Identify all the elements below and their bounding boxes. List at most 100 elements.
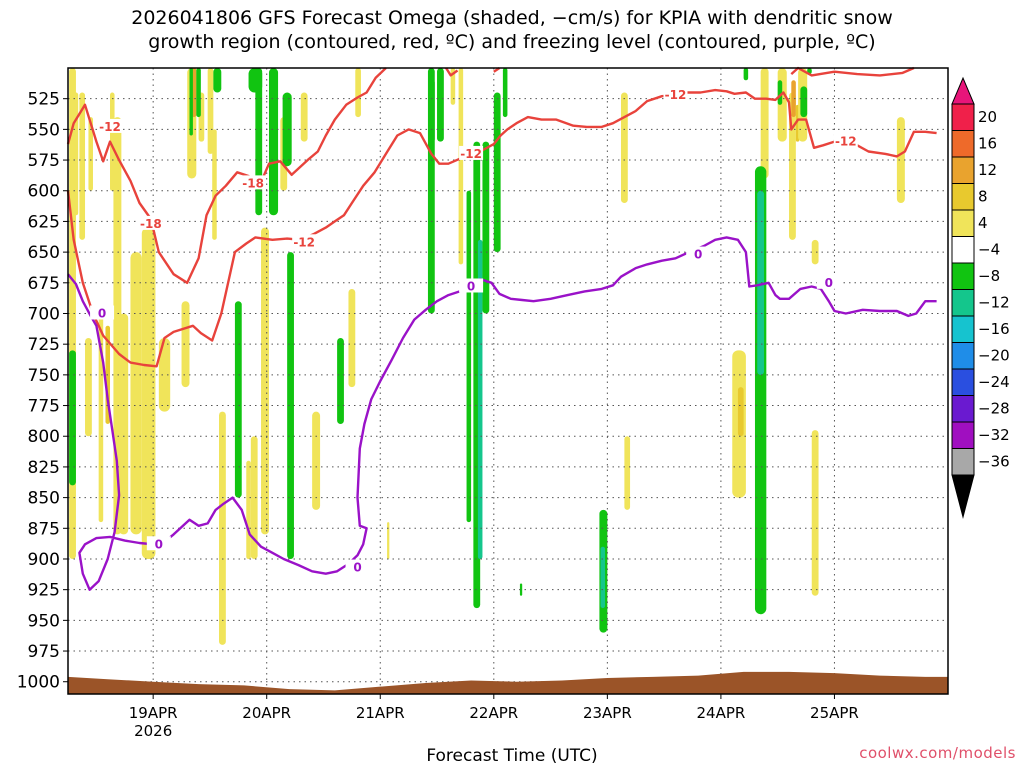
omega-cell-27: [348, 288, 356, 388]
y-tick-label-975: 975: [28, 642, 60, 662]
omega-cell-53: [282, 92, 292, 167]
red-label-bg-3: [292, 234, 317, 249]
omega-cell-2: [79, 92, 86, 240]
colorbar-swatch-13: [951, 448, 975, 476]
colorbar-label-10: −24: [978, 373, 1010, 391]
omega-cell-43: [811, 430, 819, 596]
omega-cell-28: [355, 68, 361, 118]
y-tick-label-675: 675: [28, 274, 60, 294]
purple-contour-0: [67, 236, 937, 591]
omega-cell-49: [234, 301, 242, 498]
colorbar-swatch-4: [951, 209, 975, 237]
omega-cell-54: [287, 252, 294, 559]
red-contour-4: [790, 66, 915, 77]
colorbar-swatch-5: [951, 236, 975, 264]
purple-label-5: 0: [825, 276, 833, 290]
colorbar-bottom-arrow: [951, 474, 975, 519]
x-tick-label-20APR: 20APR: [242, 704, 291, 722]
omega-cell-22: [261, 227, 269, 535]
omega-cell-65: [519, 583, 523, 596]
omega-cell-44: [896, 117, 905, 204]
x-tick-sublabel-19APR: 2026: [134, 722, 172, 740]
omega-cell-67: [600, 546, 606, 609]
y-tick-label-725: 725: [28, 335, 60, 355]
colorbar-label-3: 8: [978, 188, 988, 206]
omega-cell-42: [811, 239, 819, 265]
contour-lines: [66, 66, 937, 591]
terrain-fill: [68, 671, 948, 694]
x-tick-label-22APR: 22APR: [469, 704, 518, 722]
x-tick-label-23APR: 23APR: [583, 704, 632, 722]
colorbar-top-arrow: [951, 76, 975, 105]
terrain-area: [68, 671, 948, 694]
purple-label-bg-2: [345, 559, 370, 574]
x-tick-label-21APR: 21APR: [356, 704, 405, 722]
omega-cell-12: [158, 338, 171, 412]
omega-cell-18: [212, 129, 217, 240]
red-label-2: -18: [242, 176, 264, 190]
colorbar: 20 16 12 8 4 −4 −8 −12 −16 −20 −24 −28 −32 −36: [951, 76, 1010, 519]
purple-label-3: 0: [467, 279, 475, 293]
y-axis: 525 550 575 600 625 650 675 700 725 750 775 800 825 8…: [17, 90, 68, 693]
y-tick-label-950: 950: [28, 611, 60, 631]
colorbar-label-2: 12: [978, 161, 997, 179]
grid-lines: [68, 68, 948, 694]
x-axis-label: Forecast Time (UTC): [426, 746, 598, 766]
colorbar-label-6: −8: [978, 267, 1000, 285]
omega-cell-25: [300, 92, 308, 142]
colorbar-swatch-12: [951, 421, 975, 449]
red-label-bg-6: [833, 133, 858, 148]
omega-cell-3: [88, 117, 93, 191]
omega-cell-1: [73, 92, 79, 216]
red-contour-3: [445, 67, 459, 77]
omega-cell-70: [757, 190, 765, 375]
omega-cell-64: [502, 68, 508, 118]
omega-cell-20: [246, 460, 251, 559]
contour-labels: -12 -18 -18 -12 -12 -12 -12 0 0 0 0 0 0: [90, 87, 858, 575]
purple-label-bg-3: [459, 278, 484, 293]
title-line-1: 2026041806 GFS Forecast Omega (shaded, −…: [131, 7, 893, 29]
omega-cell-33: [624, 436, 631, 510]
y-tick-label-550: 550: [28, 120, 60, 140]
omega-cell-55: [337, 338, 344, 424]
omega-cell-35: [737, 387, 744, 437]
colorbar-swatch-2: [951, 156, 975, 184]
colorbar-label-11: −28: [978, 400, 1010, 418]
y-tick-label-700: 700: [28, 304, 60, 324]
purple-label-0: 0: [98, 306, 106, 320]
y-tick-label-525: 525: [28, 90, 60, 110]
omega-shading: [69, 68, 905, 645]
purple-label-1: 0: [155, 537, 163, 551]
red-label-bg-2: [241, 175, 266, 190]
y-tick-label-800: 800: [28, 427, 60, 447]
red-label-1: -18: [140, 217, 162, 231]
colorbar-swatch-11: [951, 395, 975, 423]
y-tick-label-850: 850: [28, 489, 60, 509]
colorbar-label-8: −16: [978, 320, 1010, 338]
colorbar-swatch-7: [951, 289, 975, 317]
colorbar-label-0: 20: [978, 108, 997, 126]
omega-cell-47: [196, 68, 201, 118]
colorbar-swatch-8: [951, 315, 975, 343]
omega-cell-32: [620, 92, 628, 204]
colorbar-label-9: −20: [978, 347, 1010, 365]
colorbar-label-13: −36: [978, 453, 1010, 471]
omega-cell-15: [181, 301, 190, 388]
omega-cell-36: [760, 68, 769, 179]
colorbar-label-12: −32: [978, 426, 1010, 444]
omega-cell-63: [493, 92, 501, 253]
red-label-bg-5: [663, 87, 688, 102]
y-tick-label-625: 625: [28, 212, 60, 232]
omega-cell-68: [743, 68, 749, 81]
colorbar-swatch-10: [951, 368, 975, 396]
colorbar-label-1: 16: [978, 135, 997, 153]
omega-cell-9: [119, 313, 129, 535]
colorbar-label-5: −4: [978, 241, 1000, 259]
y-tick-label-1000: 1000: [17, 673, 60, 693]
red-label-4: -12: [460, 147, 482, 161]
omega-cell-17: [207, 68, 214, 154]
y-tick-label-900: 900: [28, 550, 60, 570]
omega-cell-11: [141, 227, 156, 559]
omega-cell-52: [268, 68, 279, 216]
